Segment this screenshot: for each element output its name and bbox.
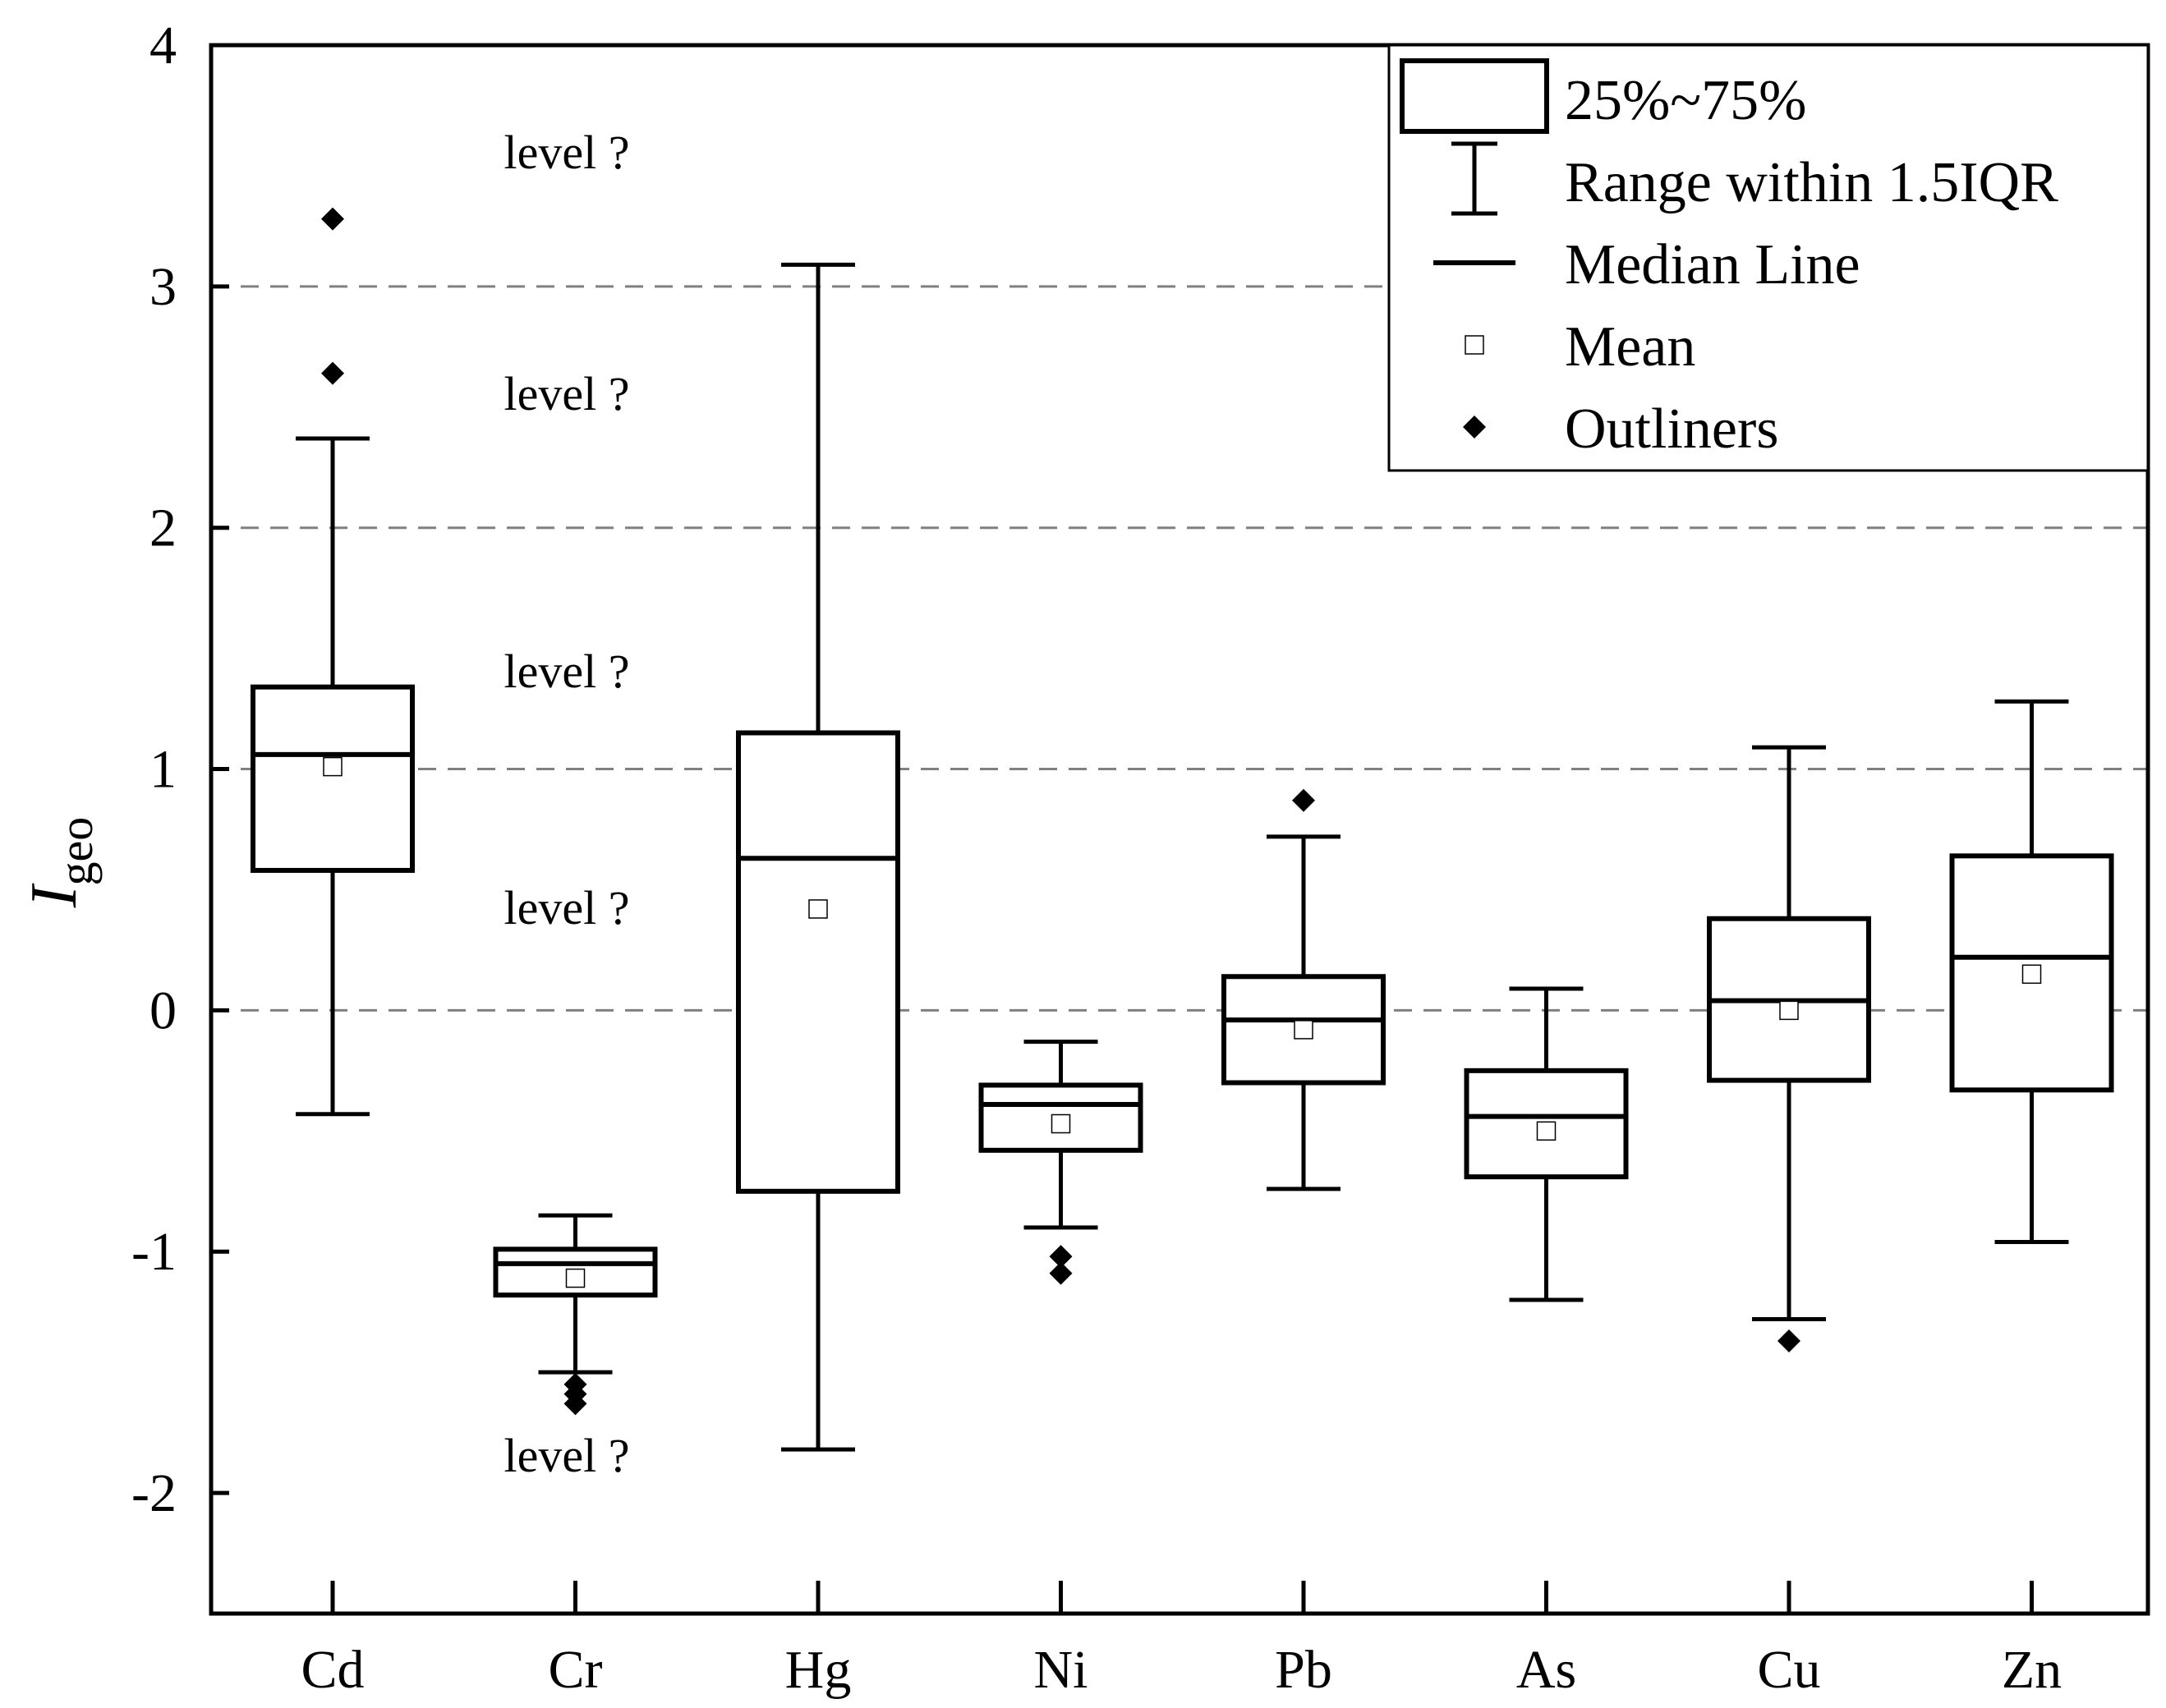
y-tick-label: 2 [149,498,177,558]
y-tick-label: 1 [149,740,177,800]
outlier-marker [321,207,344,231]
y-tick-label: -1 [131,1222,177,1282]
mean-marker [323,756,343,777]
box-plot-pb [1221,788,1386,1191]
legend: 25%~75% Range within 1.5IQR Median Line Mea… [1387,44,2150,472]
box-plot-cu [1707,745,1871,1352]
outlier-marker [1049,1261,1073,1285]
box-plot-cr [493,1213,658,1416]
legend-label: Outliners [1565,397,1779,461]
legend-entry: Range within 1.5IQR [1451,141,2058,216]
y-tick-label: 4 [149,16,177,76]
level-label: level ? [504,1429,630,1482]
box-plot-as [1464,986,1629,1302]
legend-mean-symbol [1465,335,1484,355]
x-category-label: Cd [301,1640,364,1700]
box-plot-hg [736,262,900,1452]
level-label: level ? [504,126,630,179]
box-plot-cd [251,207,415,1117]
legend-label: Median Line [1565,233,1860,296]
mean-marker [1051,1113,1071,1134]
x-category-label: Cr [549,1640,603,1700]
mean-marker [1536,1121,1557,1141]
x-category-label: As [1516,1640,1576,1700]
box-iqr [736,730,900,1194]
x-category-label: Zn [2002,1640,2062,1700]
level-label: level ? [504,367,630,420]
level-label: level ? [504,881,630,934]
legend-label: Mean [1565,315,1695,379]
legend-box-symbol [1400,58,1549,134]
x-category-label: Cu [1757,1640,1820,1700]
y-axis-label-group: Igeo [18,817,103,908]
legend-label: 25%~75% [1565,69,1807,132]
box-iqr [251,684,415,873]
axes: -2 -1 0 1 2 3 4 Cd Cr Hg Ni Pb As Cu Zn [131,16,2150,1700]
legend-label: Range within 1.5IQR [1565,151,2058,214]
y-tick-label: 0 [149,980,177,1040]
level-labels: level ? level ? level ? level ? level ? [504,126,630,1482]
level-label: level ? [504,645,630,698]
y-tick-label: 3 [149,257,177,317]
box-plot-zn [1949,699,2114,1244]
outlier-marker [1049,1245,1073,1269]
box-plot-ni [978,1040,1143,1285]
y-axis-label-main: I [18,883,90,908]
x-category-label: Ni [1034,1640,1088,1700]
x-category-label: Hg [785,1640,852,1700]
mean-marker [565,1268,586,1288]
outlier-marker [1777,1329,1800,1352]
outlier-marker [563,1392,587,1416]
mean-marker [2021,964,2042,985]
x-category-label: Pb [1275,1640,1332,1700]
legend-entry: Outliners [1463,397,1779,461]
y-tick-label: -2 [131,1463,177,1523]
outlier-marker [1292,788,1315,812]
legend-outlier-symbol [1463,416,1486,438]
legend-entry: 25%~75% [1400,58,1807,134]
box-plots [251,207,2114,1452]
mean-marker [808,899,828,919]
y-axis-label: Igeo [18,817,103,908]
y-axis-label-subscript: geo [49,817,103,886]
mean-marker [1779,1000,1799,1021]
plot-frame [209,43,2150,1616]
mean-marker [1294,1020,1313,1040]
legend-entry: Mean [1465,315,1695,379]
outlier-marker [321,361,344,385]
legend-entry: Median Line [1433,233,1860,296]
